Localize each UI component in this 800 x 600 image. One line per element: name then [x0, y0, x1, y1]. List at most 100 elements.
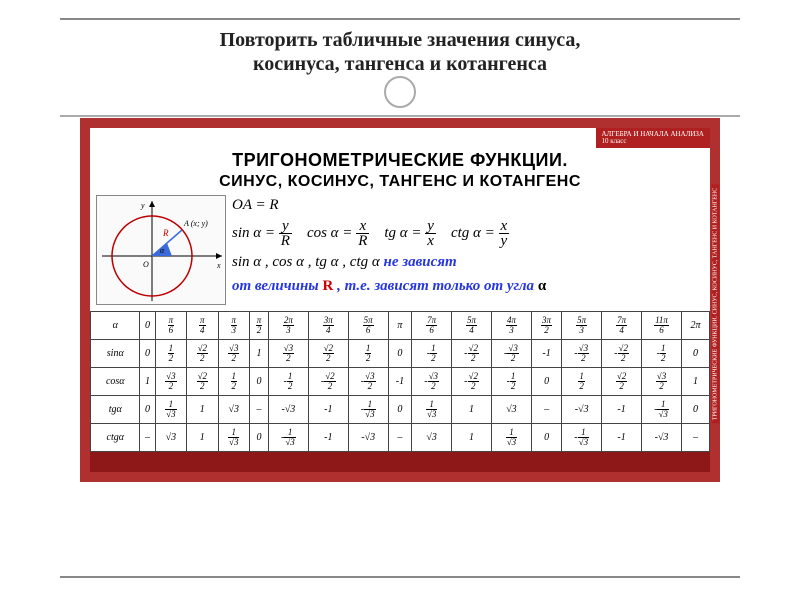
row-label: ctgα	[91, 424, 140, 452]
poster-subtitle: СИНУС, КОСИНУС, ТАНГЕНС И КОТАНГЕНС	[90, 173, 710, 195]
table-cell: 0	[140, 396, 155, 424]
table-cell: -12	[412, 340, 452, 368]
definitions-text: OA = R sin α = yR cos α = xR tg α = yx c…	[232, 195, 704, 300]
unit-circle-diagram: A (x; y) O R α x y	[96, 195, 226, 305]
table-row: ctgα–√311√30-1√3-1-√3–√311√30-1√3-1-√3–	[91, 424, 710, 452]
table-cell: 1	[187, 396, 218, 424]
table-cell: 1	[187, 424, 218, 452]
table-cell: –	[140, 424, 155, 452]
def-note-line2: от величины R , т.е. зависят только от у…	[232, 276, 704, 297]
svg-text:x: x	[216, 261, 221, 270]
table-cell: 0	[140, 340, 155, 368]
table-cell: -√32	[348, 368, 388, 396]
table-cell: 1√3	[218, 424, 249, 452]
table-cell: 1	[452, 396, 492, 424]
table-cell: 1	[682, 368, 710, 396]
table-cell: -1√3	[562, 424, 602, 452]
table-cell: √22	[187, 340, 218, 368]
table-cell: 1√3	[155, 396, 186, 424]
table-cell: √3	[155, 424, 186, 452]
table-row: α0π6π4π3π22π33π45π6π7π65π44π33π25π37π411…	[91, 312, 710, 340]
table-cell: 0	[249, 368, 268, 396]
row-label: sinα	[91, 340, 140, 368]
divider-circle	[384, 76, 416, 108]
table-cell: 0	[682, 340, 710, 368]
table-cell: -√22	[452, 368, 492, 396]
table-cell: –	[682, 424, 710, 452]
poster-bottom-strip	[90, 452, 710, 472]
table-cell: 3π4	[308, 312, 348, 340]
table-cell: -1	[531, 340, 561, 368]
table-cell: 1	[140, 368, 155, 396]
table-row: tgα01√31√3–-√3-1-1√301√31√3–-√3-1-1√30	[91, 396, 710, 424]
table-cell: -√32	[492, 340, 532, 368]
table-cell: 0	[531, 368, 561, 396]
table-cell: -√3	[642, 424, 682, 452]
table-cell: √3	[412, 424, 452, 452]
table-cell: 5π6	[348, 312, 388, 340]
table-cell: -1	[308, 424, 348, 452]
table-cell: 2π	[682, 312, 710, 340]
table-cell: 11π6	[642, 312, 682, 340]
table-cell: -√3	[562, 396, 602, 424]
table-cell: √32	[218, 340, 249, 368]
table-cell: 1	[249, 340, 268, 368]
table-cell: √22	[308, 340, 348, 368]
table-cell: 12	[218, 368, 249, 396]
table-cell: 5π3	[562, 312, 602, 340]
table-cell: 1	[452, 424, 492, 452]
row-label: tgα	[91, 396, 140, 424]
def-oa-r: OA = R	[232, 195, 704, 216]
table-cell: -√22	[452, 340, 492, 368]
table-cell: √32	[642, 368, 682, 396]
table-cell: -√32	[412, 368, 452, 396]
table-cell: 1√3	[412, 396, 452, 424]
table-cell: 0	[531, 424, 561, 452]
table-cell: 5π4	[452, 312, 492, 340]
poster-title: ТРИГОНОМЕТРИЧЕСКИЕ ФУНКЦИИ.	[90, 148, 710, 173]
slide-frame: Повторить табличные значения синуса, кос…	[60, 18, 740, 578]
table-cell: 7π4	[602, 312, 642, 340]
table-cell: -12	[492, 368, 532, 396]
divider-line	[60, 115, 740, 117]
table-cell: –	[388, 424, 412, 452]
poster-top-bar: АЛГЕБРА И НАЧАЛА АНАЛИЗА 10 класс	[90, 128, 710, 148]
table-cell: √22	[602, 368, 642, 396]
definitions-area: A (x; y) O R α x y OA = R sin α = yR co	[90, 195, 710, 311]
table-cell: 2π3	[268, 312, 308, 340]
table-cell: 3π2	[531, 312, 561, 340]
table-cell: √32	[268, 340, 308, 368]
table-cell: –	[249, 396, 268, 424]
table-cell: π6	[155, 312, 186, 340]
row-label: α	[91, 312, 140, 340]
table-cell: π4	[187, 312, 218, 340]
poster: ТРИГОНОМЕТРИЧЕСКИЕ ФУНКЦИИ. СИНУС, КОСИН…	[80, 118, 720, 482]
table-cell: -√3	[348, 424, 388, 452]
svg-text:y: y	[140, 201, 145, 210]
table-row: sinα012√22√321√32√22120-12-√22-√32-1-√32…	[91, 340, 710, 368]
table-cell: √3	[492, 396, 532, 424]
table-cell: -1√3	[268, 424, 308, 452]
svg-text:R: R	[162, 228, 169, 238]
table-cell: –	[531, 396, 561, 424]
table-cell: -12	[642, 340, 682, 368]
table-row: cosα1√32√22120-12-√22-√32-1-√32-√22-1201…	[91, 368, 710, 396]
table-cell: √3	[218, 396, 249, 424]
table-cell: -√22	[308, 368, 348, 396]
table-cell: 12	[348, 340, 388, 368]
table-cell: 0	[140, 312, 155, 340]
table-cell: -1	[602, 396, 642, 424]
table-cell: -12	[268, 368, 308, 396]
table-cell: 0	[249, 424, 268, 452]
poster-side-label: ТРИГОНОМЕТРИЧЕСКИЕ ФУНКЦИИ. СИНУС, КОСИН…	[712, 185, 720, 424]
table-cell: -1√3	[348, 396, 388, 424]
title-line1: Повторить табличные значения синуса,	[220, 29, 581, 51]
table-cell: √22	[187, 368, 218, 396]
svg-text:A (x; y): A (x; y)	[183, 219, 208, 228]
table-cell: 0	[682, 396, 710, 424]
poster-inner: АЛГЕБРА И НАЧАЛА АНАЛИЗА 10 класс ТРИГОН…	[90, 128, 710, 472]
title-line2: косинуса, тангенса и котангенса	[253, 53, 547, 75]
table-cell: 0	[388, 340, 412, 368]
poster-subject-tab: АЛГЕБРА И НАЧАЛА АНАЛИЗА 10 класс	[596, 128, 711, 148]
table-cell: -√3	[268, 396, 308, 424]
